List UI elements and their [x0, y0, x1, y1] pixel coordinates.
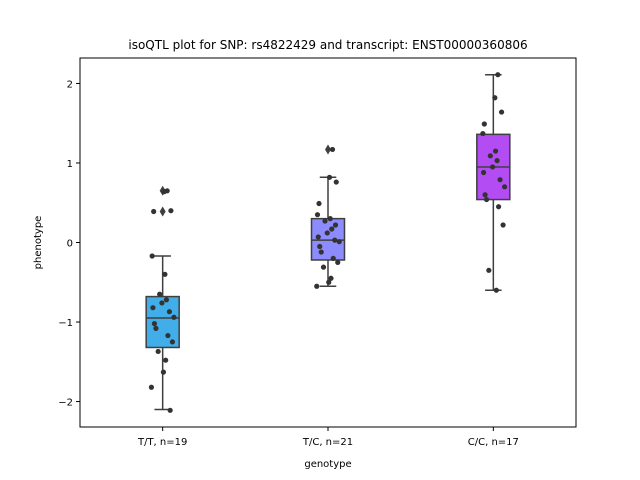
data-point: [483, 196, 490, 203]
y-tick-label: −1: [58, 318, 73, 329]
y-axis-label: phenotype: [33, 216, 44, 270]
data-point: [501, 184, 508, 190]
plot-area: [145, 72, 511, 413]
data-point: [316, 200, 322, 207]
data-point: [498, 109, 505, 115]
data-point: [149, 253, 155, 259]
data-point: [168, 208, 174, 214]
data-point: [328, 275, 334, 281]
data-point: [495, 72, 501, 78]
y-tick-label: 0: [67, 239, 73, 250]
data-point: [320, 264, 327, 270]
data-point: [150, 305, 156, 311]
data-point: [333, 179, 339, 185]
data-point: [315, 234, 321, 240]
data-point: [492, 95, 498, 101]
data-point: [486, 267, 492, 273]
data-point: [494, 157, 500, 164]
data-point: [493, 287, 499, 293]
x-tick-label: C/C, n=17: [468, 437, 519, 448]
y-tick-label: 1: [67, 159, 73, 170]
outlier-marker: [159, 206, 166, 217]
data-point: [482, 192, 488, 198]
y-tick-label: 2: [67, 79, 73, 90]
data-point: [492, 148, 499, 154]
x-tick-label: T/C, n=21: [302, 437, 353, 448]
data-point: [155, 348, 161, 355]
data-point: [495, 204, 502, 210]
data-point: [332, 222, 339, 228]
data-point: [335, 259, 341, 265]
x-axis-label: genotype: [304, 459, 351, 470]
data-point: [163, 357, 169, 363]
data-point: [500, 222, 506, 228]
data-point: [148, 384, 155, 390]
data-point: [169, 339, 176, 345]
data-point: [151, 321, 158, 327]
chart-title: isoQTL plot for SNP: rs4822429 and trans…: [128, 38, 527, 52]
data-point: [326, 279, 332, 285]
data-point: [489, 164, 496, 170]
data-point: [159, 300, 165, 306]
data-point: [326, 174, 333, 180]
data-point: [153, 325, 159, 331]
data-point: [157, 291, 163, 297]
data-point: [151, 208, 157, 215]
data-point: [322, 218, 328, 224]
data-point: [327, 216, 333, 222]
data-point: [330, 255, 336, 262]
x-axis: T/T, n=19 T/C, n=21 C/C, n=17: [137, 427, 519, 448]
data-point: [329, 226, 335, 232]
data-point: [166, 309, 173, 315]
y-axis: −2 −1 0 1 2: [58, 79, 80, 409]
data-point: [162, 271, 168, 277]
data-point: [318, 249, 324, 255]
data-point: [163, 297, 170, 303]
data-point: [171, 314, 177, 320]
data-point: [161, 189, 167, 195]
data-point: [480, 130, 486, 137]
data-point: [314, 283, 320, 289]
data-point: [329, 146, 336, 153]
data-point: [332, 237, 338, 243]
y-tick-label: −2: [58, 398, 73, 409]
data-point: [481, 121, 487, 127]
data-point: [167, 407, 173, 413]
data-point: [165, 332, 171, 339]
data-point: [160, 369, 167, 375]
data-point: [497, 177, 503, 183]
data-point: [487, 153, 493, 159]
data-point: [480, 169, 487, 176]
data-point: [317, 243, 323, 250]
x-tick-label: T/T, n=19: [137, 437, 187, 448]
outlier-marker: [325, 144, 331, 155]
data-point: [314, 212, 321, 218]
data-point: [324, 230, 330, 236]
data-point: [336, 239, 342, 245]
